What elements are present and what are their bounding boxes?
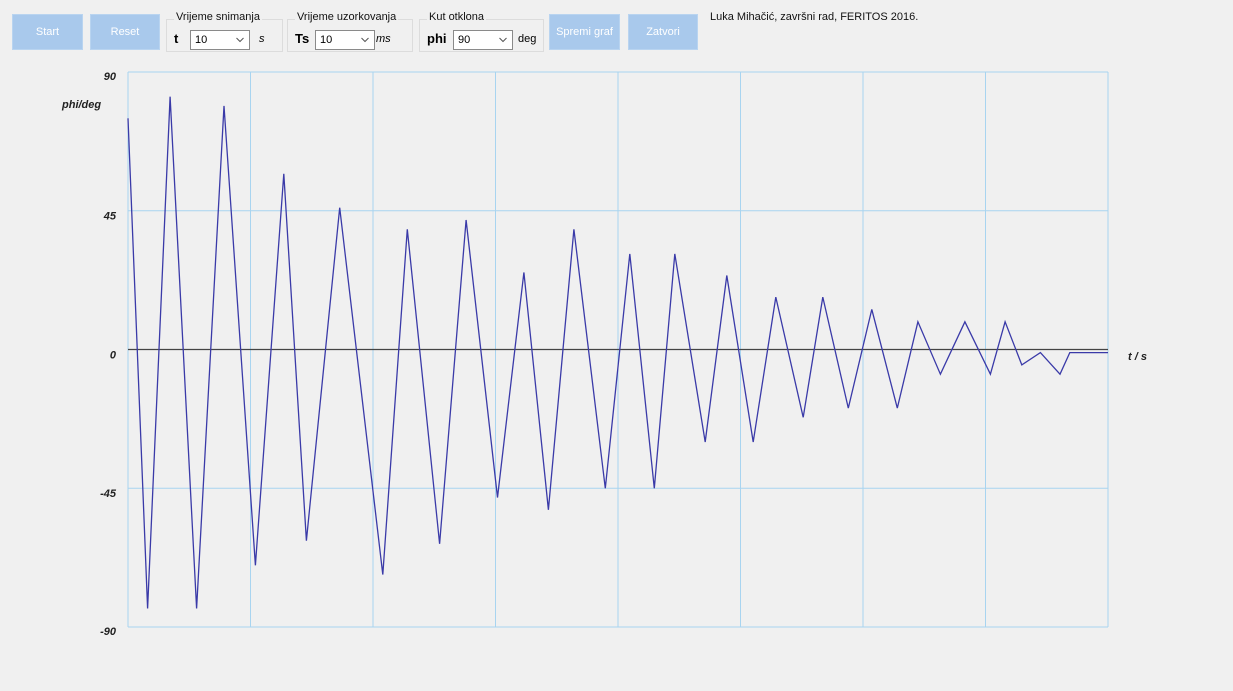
x-axis-label: t / s xyxy=(1128,351,1147,363)
combo-value: 90 xyxy=(458,34,471,46)
combo-box[interactable]: 10 xyxy=(190,30,250,50)
dropdown-arrow xyxy=(499,37,507,43)
symbol: phi xyxy=(427,31,447,46)
save-button[interactable]: Spremi graf xyxy=(549,14,620,50)
reset-button[interactable]: Reset xyxy=(90,14,160,50)
y-tick-label: 0 xyxy=(110,349,117,361)
start-button[interactable]: Start xyxy=(12,14,83,50)
unit: ms xyxy=(376,33,391,45)
group-title: Vrijeme uzorkovanja xyxy=(295,11,399,23)
setting-group: Kut otklona phi 90 deg xyxy=(419,11,544,52)
combo-value: 10 xyxy=(320,34,333,46)
symbol: t xyxy=(174,31,179,46)
y-tick-label: -45 xyxy=(100,488,117,500)
y-tick-label: -90 xyxy=(100,626,117,638)
setting-group: Vrijeme uzorkovanja Ts 10 ms xyxy=(287,11,413,52)
dropdown-arrow xyxy=(361,37,369,43)
close-button[interactable]: Zatvori xyxy=(628,14,698,50)
group-title: Vrijeme snimanja xyxy=(174,11,262,23)
unit: s xyxy=(259,33,265,45)
group-title: Kut otklona xyxy=(427,11,487,23)
symbol: Ts xyxy=(295,31,310,46)
unit: deg xyxy=(518,33,537,45)
y-tick-label: 90 xyxy=(104,71,117,83)
y-axis-label: phi/deg xyxy=(61,99,101,111)
author-text: Luka Mihačić, završni rad, FERITOS 2016. xyxy=(710,11,919,23)
combo-box[interactable]: 90 xyxy=(453,30,513,50)
signal-line xyxy=(127,96,1108,609)
combo-value: 10 xyxy=(195,34,208,46)
dropdown-arrow xyxy=(236,37,244,43)
combo-box[interactable]: 10 xyxy=(315,30,375,50)
setting-group: Vrijeme snimanja t 10 s xyxy=(166,11,283,52)
y-tick-label: 45 xyxy=(103,211,117,223)
